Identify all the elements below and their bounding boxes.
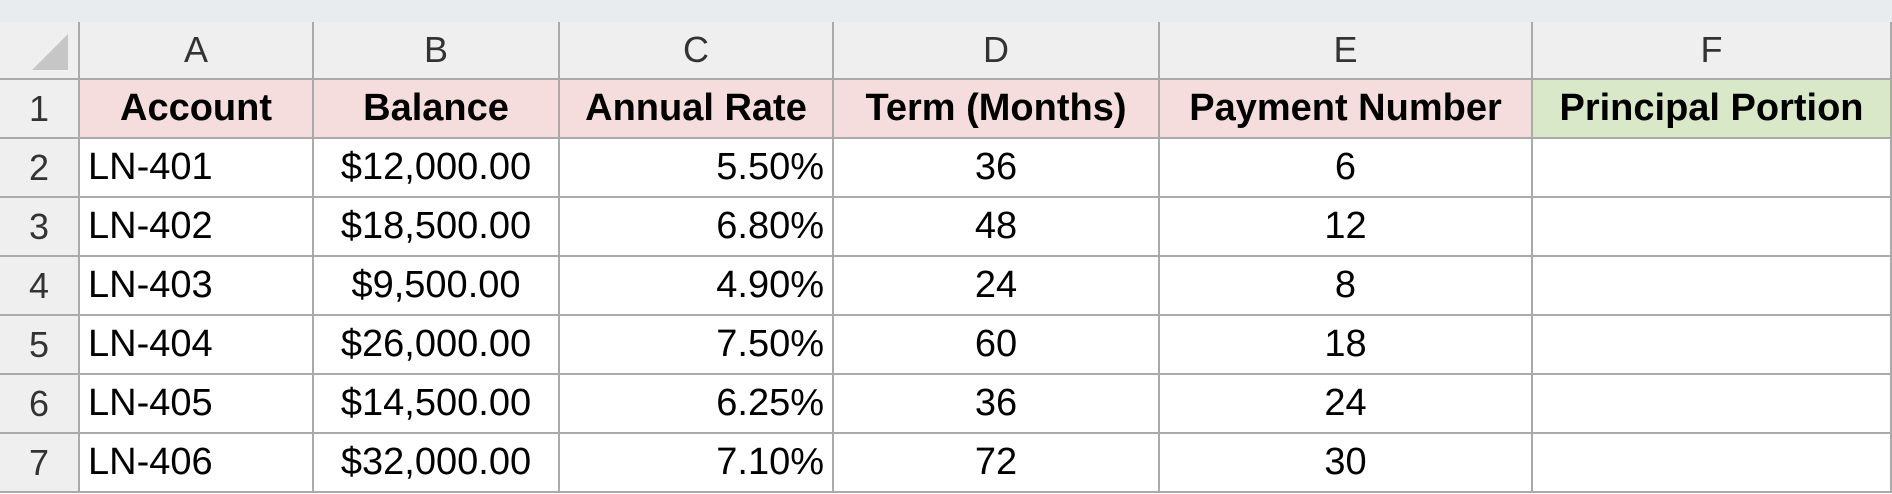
cell-f4[interactable] — [1533, 257, 1892, 316]
cell-a3[interactable]: LN-402 — [80, 198, 314, 257]
cell-b3[interactable]: $18,500.00 — [314, 198, 560, 257]
cell-a6[interactable]: LN-405 — [80, 375, 314, 434]
cell-f6[interactable] — [1533, 375, 1892, 434]
column-header-e[interactable]: E — [1160, 22, 1533, 80]
row-header-6[interactable]: 6 — [0, 375, 80, 434]
cell-e5[interactable]: 18 — [1160, 316, 1533, 375]
cell-e7[interactable]: 30 — [1160, 434, 1533, 493]
column-header-f[interactable]: F — [1533, 22, 1892, 80]
cell-d4[interactable]: 24 — [834, 257, 1160, 316]
cell-f7[interactable] — [1533, 434, 1892, 493]
cell-c1[interactable]: Annual Rate — [560, 80, 834, 139]
row-header-5[interactable]: 5 — [0, 316, 80, 375]
cell-d5[interactable]: 60 — [834, 316, 1160, 375]
cell-c3[interactable]: 6.80% — [560, 198, 834, 257]
cell-d6[interactable]: 36 — [834, 375, 1160, 434]
cell-c5[interactable]: 7.50% — [560, 316, 834, 375]
row-header-3[interactable]: 3 — [0, 198, 80, 257]
column-header-a[interactable]: A — [80, 22, 314, 80]
cell-d3[interactable]: 48 — [834, 198, 1160, 257]
cell-a7[interactable]: LN-406 — [80, 434, 314, 493]
select-all-triangle-icon — [32, 34, 68, 70]
cell-e2[interactable]: 6 — [1160, 139, 1533, 198]
cell-f5[interactable] — [1533, 316, 1892, 375]
cell-b7[interactable]: $32,000.00 — [314, 434, 560, 493]
cell-e1[interactable]: Payment Number — [1160, 80, 1533, 139]
cell-d7[interactable]: 72 — [834, 434, 1160, 493]
row-header-7[interactable]: 7 — [0, 434, 80, 493]
row-header-1[interactable]: 1 — [0, 80, 80, 139]
column-header-d[interactable]: D — [834, 22, 1160, 80]
cell-c6[interactable]: 6.25% — [560, 375, 834, 434]
column-header-b[interactable]: B — [314, 22, 560, 80]
cell-a5[interactable]: LN-404 — [80, 316, 314, 375]
cell-a4[interactable]: LN-403 — [80, 257, 314, 316]
cell-c7[interactable]: 7.10% — [560, 434, 834, 493]
cell-c4[interactable]: 4.90% — [560, 257, 834, 316]
cell-b6[interactable]: $14,500.00 — [314, 375, 560, 434]
cell-b1[interactable]: Balance — [314, 80, 560, 139]
cell-a2[interactable]: LN-401 — [80, 139, 314, 198]
cell-f1[interactable]: Principal Portion — [1533, 80, 1892, 139]
column-header-c[interactable]: C — [560, 22, 834, 80]
cell-c2[interactable]: 5.50% — [560, 139, 834, 198]
select-all-button[interactable] — [0, 22, 80, 80]
cell-d2[interactable]: 36 — [834, 139, 1160, 198]
cell-e4[interactable]: 8 — [1160, 257, 1533, 316]
cell-b4[interactable]: $9,500.00 — [314, 257, 560, 316]
cell-e6[interactable]: 24 — [1160, 375, 1533, 434]
toolbar-strip — [0, 0, 1892, 22]
row-header-4[interactable]: 4 — [0, 257, 80, 316]
cell-f3[interactable] — [1533, 198, 1892, 257]
cell-e3[interactable]: 12 — [1160, 198, 1533, 257]
row-header-2[interactable]: 2 — [0, 139, 80, 198]
cell-d1[interactable]: Term (Months) — [834, 80, 1160, 139]
cell-f2[interactable] — [1533, 139, 1892, 198]
cell-b2[interactable]: $12,000.00 — [314, 139, 560, 198]
cell-a1[interactable]: Account — [80, 80, 314, 139]
spreadsheet-grid: A B C D E F 1 Account Balance Annual Rat… — [0, 22, 1892, 493]
cell-b5[interactable]: $26,000.00 — [314, 316, 560, 375]
